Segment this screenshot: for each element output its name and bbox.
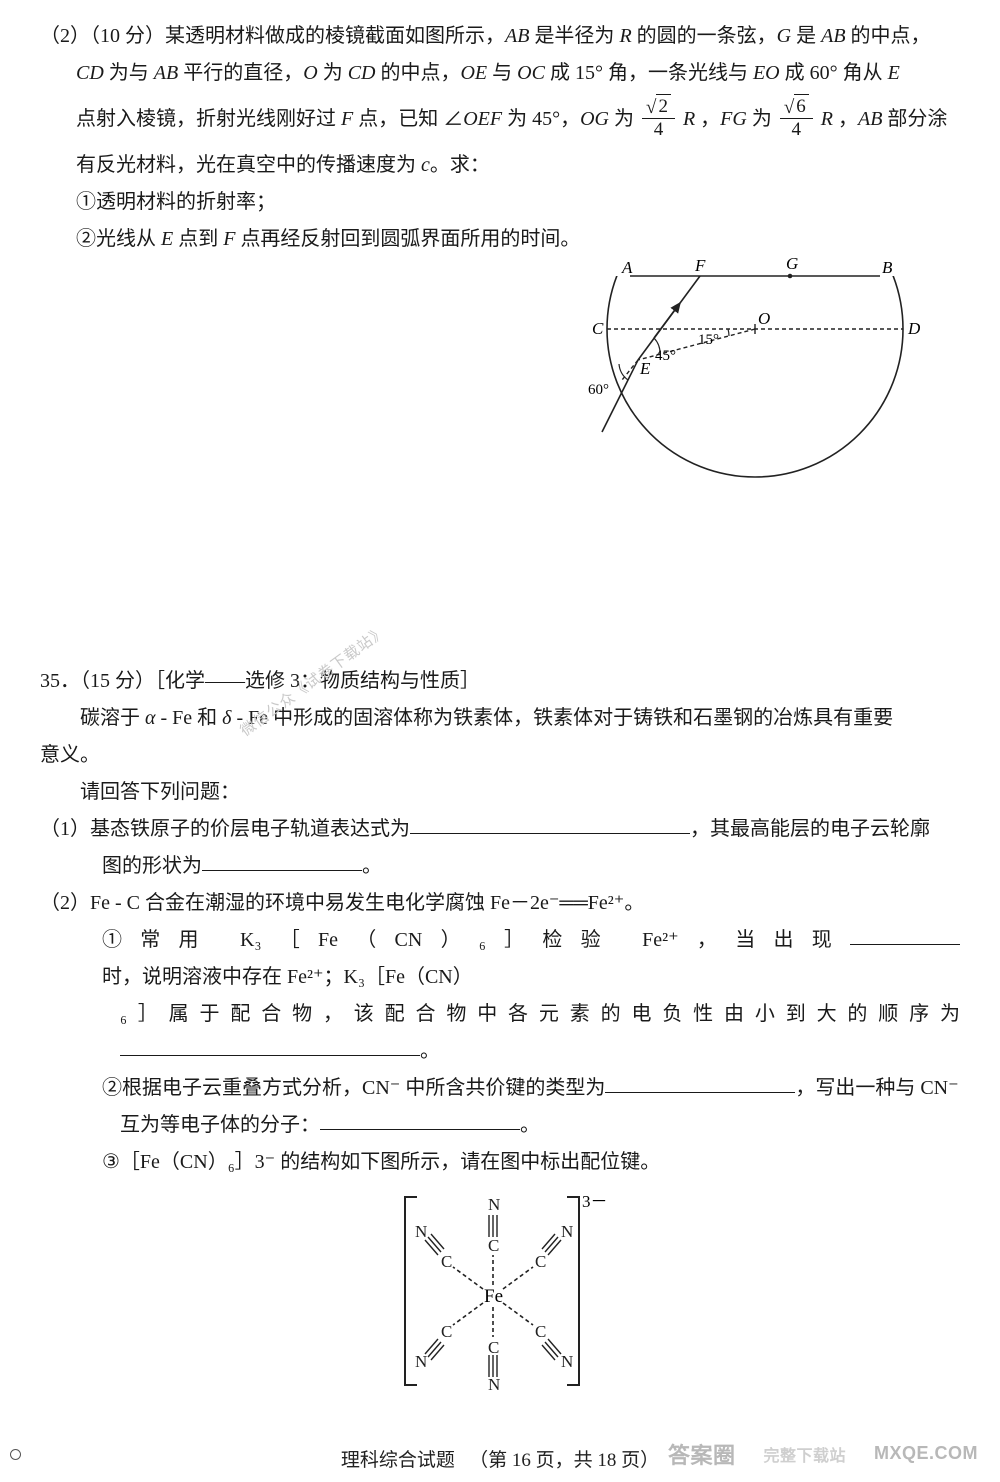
q35-prompt: 请回答下列问题： xyxy=(40,774,960,811)
q34-2-line2: CD 为与 AB 平行的直径，O 为 CD 的中点，OE 与 OC 成 15° … xyxy=(40,55,960,92)
q34-2-sub1: ①透明材料的折射率； xyxy=(40,184,960,221)
binding-circle-icon xyxy=(10,1449,21,1460)
q35-p2-1b: ₆］属于配合物，该配合物中各元素的电负性由小到大的顺序为。 xyxy=(40,996,960,1070)
svg-text:C: C xyxy=(441,1252,452,1271)
complex-structure-wrap: 3－ Fe C C C C C C N N xyxy=(40,1185,960,1405)
svg-text:N: N xyxy=(488,1375,500,1394)
svg-text:C: C xyxy=(441,1322,452,1341)
svg-text:N: N xyxy=(488,1195,500,1214)
svg-text:G: G xyxy=(786,254,798,273)
blank-1[interactable] xyxy=(410,812,690,834)
fraction-2: √6 4 xyxy=(780,96,813,141)
svg-text:N: N xyxy=(561,1222,573,1241)
blank-6[interactable] xyxy=(320,1108,520,1130)
svg-text:O: O xyxy=(758,309,770,328)
q35-p2-1a: ①常用 K₃［Fe（CN）₆］检验 Fe²⁺，当出现时，说明溶液中存在 Fe²⁺… xyxy=(40,922,960,996)
q34-2-line3: 点射入棱镜，折射光线刚好过 F 点，已知 ∠OEF 为 45°，OG 为 √2 … xyxy=(40,98,960,143)
q35-p1-cont: 图的形状为。 xyxy=(40,848,960,885)
q35-intro2: 意义。 xyxy=(40,737,960,774)
blank-3[interactable] xyxy=(850,923,960,945)
svg-text:C: C xyxy=(488,1236,499,1255)
svg-text:F: F xyxy=(694,256,706,275)
q35-p2: （2）Fe - C 合金在潮湿的环境中易发生电化学腐蚀 Fe－2e⁻══Fe²⁺… xyxy=(40,885,960,922)
svg-text:15°: 15° xyxy=(698,332,719,348)
exam-page: （2）（10 分）某透明材料做成的棱镜截面如图所示，AB 是半径为 R 的圆的一… xyxy=(0,0,1000,1482)
logo-1: 答案圈 xyxy=(668,1438,736,1470)
svg-text:D: D xyxy=(907,319,921,338)
svg-text:E: E xyxy=(639,359,651,378)
complex-structure: 3－ Fe C C C C C C N N xyxy=(385,1185,615,1400)
q35-p2-2a: ②根据电子云重叠方式分析，CN⁻ 中所含共价键的类型为，写出一种与 CN⁻ xyxy=(40,1070,960,1107)
q-num: 35． xyxy=(40,670,80,692)
svg-text:C: C xyxy=(488,1338,499,1357)
fraction-1: √2 4 xyxy=(642,96,675,141)
svg-text:Fe: Fe xyxy=(484,1286,503,1307)
svg-text:A: A xyxy=(621,258,633,277)
q34-2-sub2: ②光线从 E 点到 F 点再经反射回到圆弧界面所用的时间。 xyxy=(40,221,960,258)
q-num: （2） xyxy=(40,25,90,47)
q35-intro: 碳溶于 α - Fe 和 δ - Fe 中形成的固溶体称为铁素体，铁素体对于铸铁… xyxy=(40,700,960,737)
prism-diagram: A B C D F G O E 60° 45° 15° xyxy=(530,254,940,512)
svg-text:C: C xyxy=(535,1252,546,1271)
q35-header: 35．（15 分）［化学——选修 3：物质结构与性质］ xyxy=(40,663,960,700)
blank-5[interactable] xyxy=(605,1071,795,1093)
svg-text:B: B xyxy=(882,258,893,277)
svg-text:N: N xyxy=(415,1352,427,1371)
site-watermarks: 答案圈 完整下载站 MXQE.COM xyxy=(668,1438,978,1470)
q-points: （15 分） xyxy=(80,670,155,692)
blank-4[interactable] xyxy=(120,1034,420,1056)
svg-text:C: C xyxy=(535,1322,546,1341)
logo-3: 完整下载站 xyxy=(763,1442,846,1466)
prism-diagram-wrap: A B C D F G O E 60° 45° 15° xyxy=(40,254,960,517)
blank-2[interactable] xyxy=(202,849,362,871)
svg-text:N: N xyxy=(561,1352,573,1371)
svg-text:60°: 60° xyxy=(588,382,609,398)
q35-p1: （1）基态铁原子的价层电子轨道表达式为，其最高能层的电子云轮廓 xyxy=(40,811,960,848)
q35-p2-2b: 互为等电子体的分子：。 xyxy=(40,1107,960,1144)
q35-p2-3: ③［Fe（CN）₆］3⁻ 的结构如下图所示，请在图中标出配位键。 xyxy=(40,1144,960,1181)
svg-text:N: N xyxy=(415,1222,427,1241)
logo-2: MXQE.COM xyxy=(874,1443,978,1464)
svg-text:C: C xyxy=(592,319,604,338)
section-gap xyxy=(40,517,960,663)
q34-2-line1: （2）（10 分）某透明材料做成的棱镜截面如图所示，AB 是半径为 R 的圆的一… xyxy=(40,18,960,55)
q34-2-line4: 有反光材料，光在真空中的传播速度为 c。求： xyxy=(40,147,960,184)
q-points: （10 分） xyxy=(90,25,165,47)
svg-text:3－: 3－ xyxy=(582,1192,608,1211)
svg-text:45°: 45° xyxy=(655,348,676,364)
